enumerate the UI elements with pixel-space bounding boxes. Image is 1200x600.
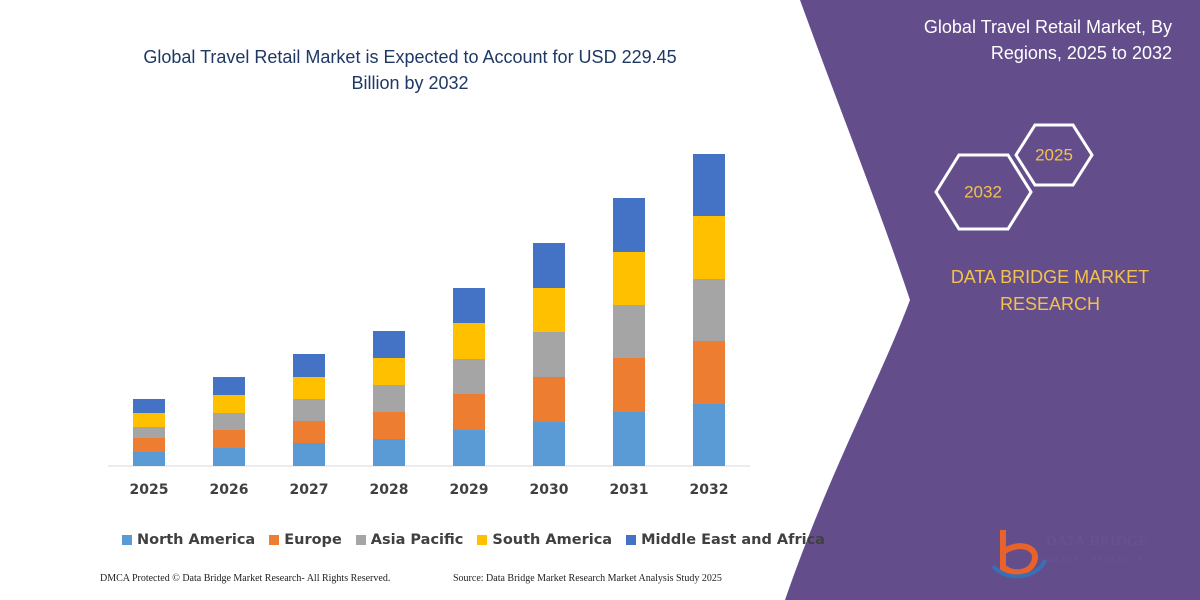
legend-item: Europe: [269, 532, 342, 548]
bar-segment: [133, 452, 165, 466]
logo-name: DATA BRIDGE: [1046, 534, 1149, 549]
panel-title: Global Travel Retail Market, By Regions,…: [923, 17, 1172, 63]
bar-segment: [453, 288, 485, 323]
x-tick-label: 2026: [210, 482, 249, 498]
bar-segment: [613, 412, 645, 466]
x-tick-label: 2027: [290, 482, 329, 498]
bar-segment: [693, 154, 725, 216]
hexagon: [934, 153, 1033, 231]
chart-title: Global Travel Retail Market is Expected …: [143, 47, 677, 93]
bar-segment: [133, 438, 165, 452]
footer-left: DMCA Protected © Data Bridge Market Rese…: [100, 573, 391, 584]
legend-label: Middle East and Africa: [641, 532, 825, 548]
bar-segment: [533, 377, 565, 422]
bar-segment: [453, 394, 485, 430]
bar-segment: [373, 385, 405, 412]
legend-item: Middle East and Africa: [626, 532, 825, 548]
x-tick-label: 2025: [130, 482, 169, 498]
bar-segment: [533, 422, 565, 466]
hexagon-label: 2025: [1035, 145, 1073, 164]
bar-segment: [693, 341, 725, 404]
bar-segment: [293, 377, 325, 399]
bar-segment: [533, 332, 565, 377]
bar-segment: [453, 430, 485, 466]
bar-segment: [213, 430, 245, 448]
bar-segment: [133, 427, 165, 438]
legend-swatch: [122, 535, 132, 545]
side-panel: [785, 0, 1200, 600]
bar-segment: [133, 399, 165, 413]
legend-swatch: [626, 535, 637, 545]
logo-swoosh: [991, 559, 1047, 579]
bar-segment: [133, 413, 165, 427]
legend-swatch: [477, 535, 488, 545]
bar-segment: [693, 279, 725, 341]
x-tick-label: 2032: [690, 482, 729, 498]
brand: DATA BRIDGE MARKET RESEARCH: [950, 267, 1150, 314]
bar-segment: [693, 404, 725, 466]
legend-label: North America: [137, 532, 256, 548]
bar-segment: [293, 399, 325, 421]
logo-tagline: MARKET RESEARCH: [1046, 556, 1145, 564]
hexagon-label: 2032: [964, 182, 1002, 201]
legend-item: South America: [477, 532, 612, 548]
bar-segment: [293, 443, 325, 466]
bar-segment: [533, 243, 565, 288]
bar-segment: [213, 377, 245, 395]
bar-segment: [693, 216, 725, 279]
bar-segment: [213, 395, 245, 413]
bar-segment: [213, 413, 245, 430]
legend-label: South America: [492, 532, 613, 548]
bar-segment: [453, 323, 485, 359]
legend-label: Asia Pacific: [370, 532, 464, 548]
bar-segment: [613, 305, 645, 358]
bar-segment: [613, 198, 645, 252]
bar-segment: [613, 358, 645, 412]
x-tick-label: 2031: [610, 482, 649, 498]
bar-segment: [613, 252, 645, 305]
legend: North America Europe Asia Pacific South Ame…: [122, 532, 825, 548]
hexagon: [1014, 123, 1094, 187]
bar-segment: [373, 439, 405, 466]
bar-segment: [453, 359, 485, 394]
bar-segment: [293, 421, 325, 443]
x-tick-label: 2030: [530, 482, 569, 498]
logo-icon: [1000, 530, 1039, 576]
bar-segment: [213, 448, 245, 466]
x-tick-label: 2029: [450, 482, 489, 498]
bar-segment: [373, 331, 405, 358]
legend-item: North America: [122, 532, 255, 548]
legend-swatch: [355, 535, 366, 545]
legend-label: Europe: [284, 532, 342, 548]
x-tick-label: 2028: [370, 482, 409, 498]
bar-segment: [533, 288, 565, 332]
bar-segment: [373, 358, 405, 385]
legend-item: Asia Pacific: [355, 532, 464, 548]
bar-segment: [293, 354, 325, 377]
legend-swatch: [269, 535, 280, 545]
footer-right: Source: Data Bridge Market Research Mark…: [453, 573, 722, 584]
bar-segment: [373, 412, 405, 439]
